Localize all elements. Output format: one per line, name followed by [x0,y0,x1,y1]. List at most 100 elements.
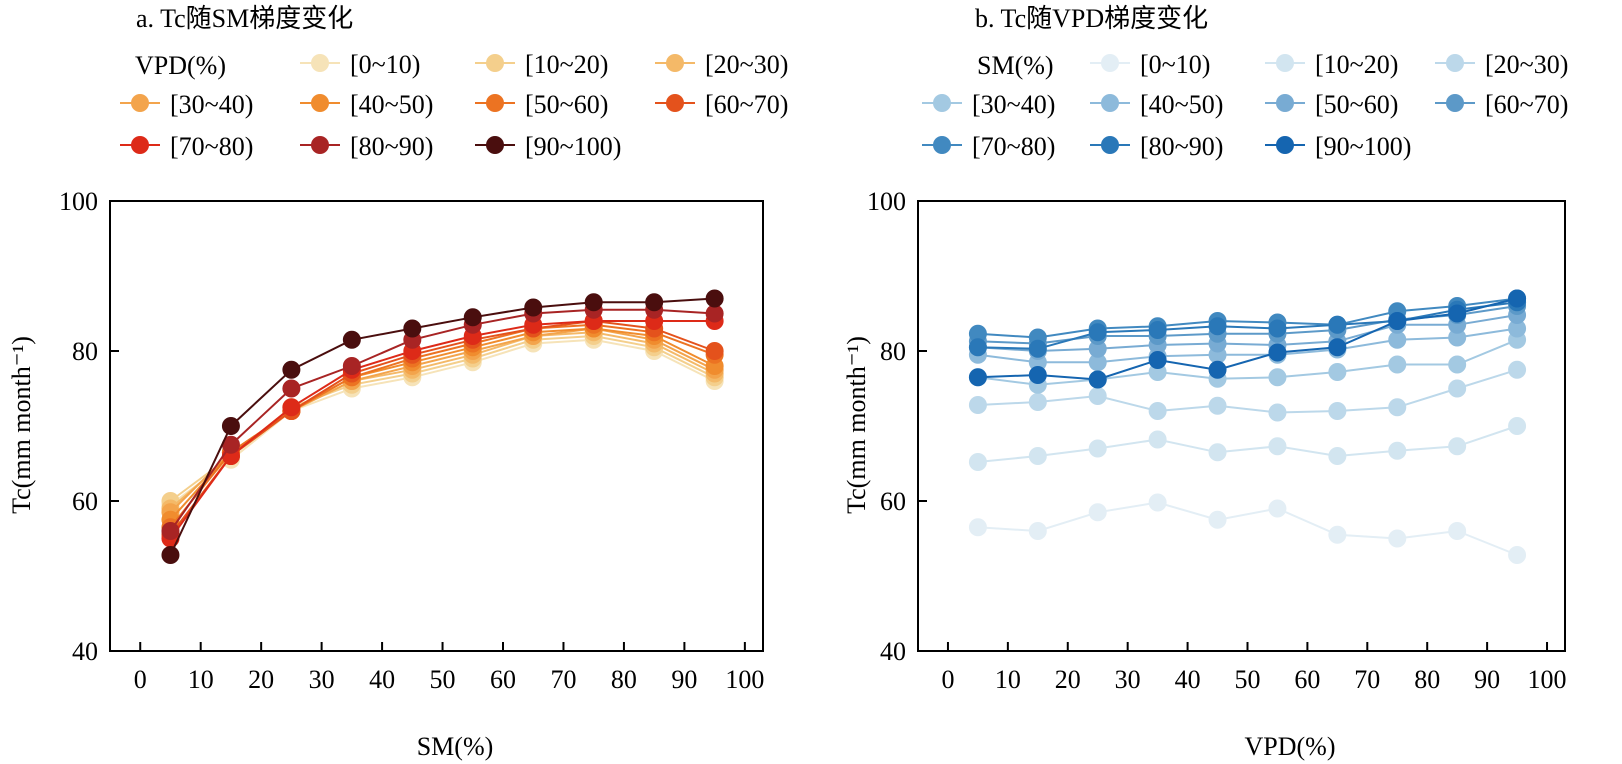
data-point [282,360,301,379]
data-point [1148,321,1167,339]
y-tick-label: 40 [72,637,98,666]
data-point [1448,304,1467,323]
legend-item: [0~10) [1090,50,1210,79]
legend-label: [20~30) [1485,50,1568,79]
data-point [1388,312,1407,330]
y-axis-label: Tc(mm month⁻¹) [842,336,871,514]
series-9 [968,289,1527,389]
legend-swatch-marker [311,54,329,72]
legend-swatch-marker [666,54,684,72]
data-point [1208,396,1227,415]
legend-item: [0~10) [300,50,420,79]
data-point [1028,339,1047,358]
series-line [169,334,716,502]
legend-swatch-marker [486,54,504,72]
series-line [169,320,715,540]
panel-vpd-gradient: b. Tc随VPD梯度变化 SM(%) [0~10) [10~20) [20~30)… [842,4,1568,761]
y-tick-label: 60 [72,487,98,516]
series-line [977,314,1518,353]
x-tick-label: 70 [1354,665,1380,694]
data-point [1148,493,1167,512]
legend-item: [30~40) [120,90,253,119]
legend-label: [20~30) [705,50,788,79]
x-tick-label: 0 [941,665,954,694]
data-point [1508,546,1527,564]
x-tick-label: 70 [550,665,576,694]
legend-label: [30~40) [170,90,253,119]
data-point [221,435,240,454]
series-2 [968,360,1527,422]
legend-swatch-marker [311,94,329,112]
plot-area: 0 10 20 30 40 50 60 70 80 90 100 40 60 80 100 [867,187,1567,694]
x-tick-label: 30 [1115,665,1141,694]
x-tick-label: 10 [188,665,214,694]
legend-item: [10~20) [475,50,608,79]
data-point [1508,417,1527,435]
data-point [1508,360,1527,379]
data-point [1268,499,1287,518]
x-tick-label: 20 [248,665,274,694]
legend-item: [20~30) [1435,50,1568,79]
legend-swatch-marker [1446,94,1464,112]
data-point [1268,319,1287,338]
data-point [645,293,664,312]
legend-label: [80~90) [1140,132,1223,161]
legend-swatch-marker [933,136,951,154]
x-tick-label: 10 [995,665,1021,694]
series-line [169,338,716,506]
y-tick-label: 60 [880,487,906,516]
data-point [1088,323,1107,342]
data-point [1088,370,1107,389]
legend-label: [40~50) [350,90,433,119]
series-9 [161,289,724,564]
data-point [968,396,987,414]
legend-item: [90~100) [475,132,621,161]
series-2 [161,323,724,518]
x-tick-label: 60 [1294,665,1320,694]
data-point [1508,319,1527,338]
legend-swatch-marker [486,94,504,112]
data-point [1328,525,1347,544]
data-point [1148,430,1167,449]
data-point [282,398,301,417]
legend-title: VPD(%) [135,51,226,80]
x-tick-label: 30 [309,665,335,694]
series-line [977,297,1518,381]
series-line [977,368,1518,414]
data-point [403,319,422,338]
data-point [1088,503,1107,522]
legend-label: [0~10) [350,50,420,79]
data-point [1268,403,1287,422]
legend-label: [90~100) [525,132,621,161]
legend-label: [50~60) [1315,90,1398,119]
data-point [1028,366,1047,384]
x-tick-label: 90 [1474,665,1500,694]
legend-label: [30~40) [972,90,1055,119]
legend-item: [60~70) [655,90,788,119]
data-point [1148,402,1167,420]
series-line [977,301,1518,350]
legend-swatch-marker [311,136,329,154]
data-point [1268,437,1287,456]
x-tick-label: 100 [1528,665,1567,694]
data-point [1208,360,1227,379]
legend-swatch-marker [1276,54,1294,72]
data-point [1508,289,1527,308]
data-point [968,368,987,387]
legend-label: [70~80) [170,132,253,161]
legend: [0~10) [10~20) [20~30) [30~40) [40~50) [50~60… [120,50,788,161]
legend-label: [90~100) [1315,132,1411,161]
data-point [705,289,724,308]
legend-swatch-marker [933,94,951,112]
x-tick-label: 80 [1414,665,1440,694]
legend-label: [40~50) [1140,90,1223,119]
legend-item: [50~60) [1265,90,1398,119]
y-tick-label: 100 [59,187,98,216]
y-axis-label: Tc(mm month⁻¹) [7,336,36,514]
data-point [968,324,987,343]
legend-item: [60~70) [1435,90,1568,119]
series-line [977,338,1518,386]
data-point [1328,315,1347,334]
plot-area: 0 10 20 30 40 50 60 70 80 90 100 40 60 80 100 [59,187,764,694]
data-point [968,453,987,471]
